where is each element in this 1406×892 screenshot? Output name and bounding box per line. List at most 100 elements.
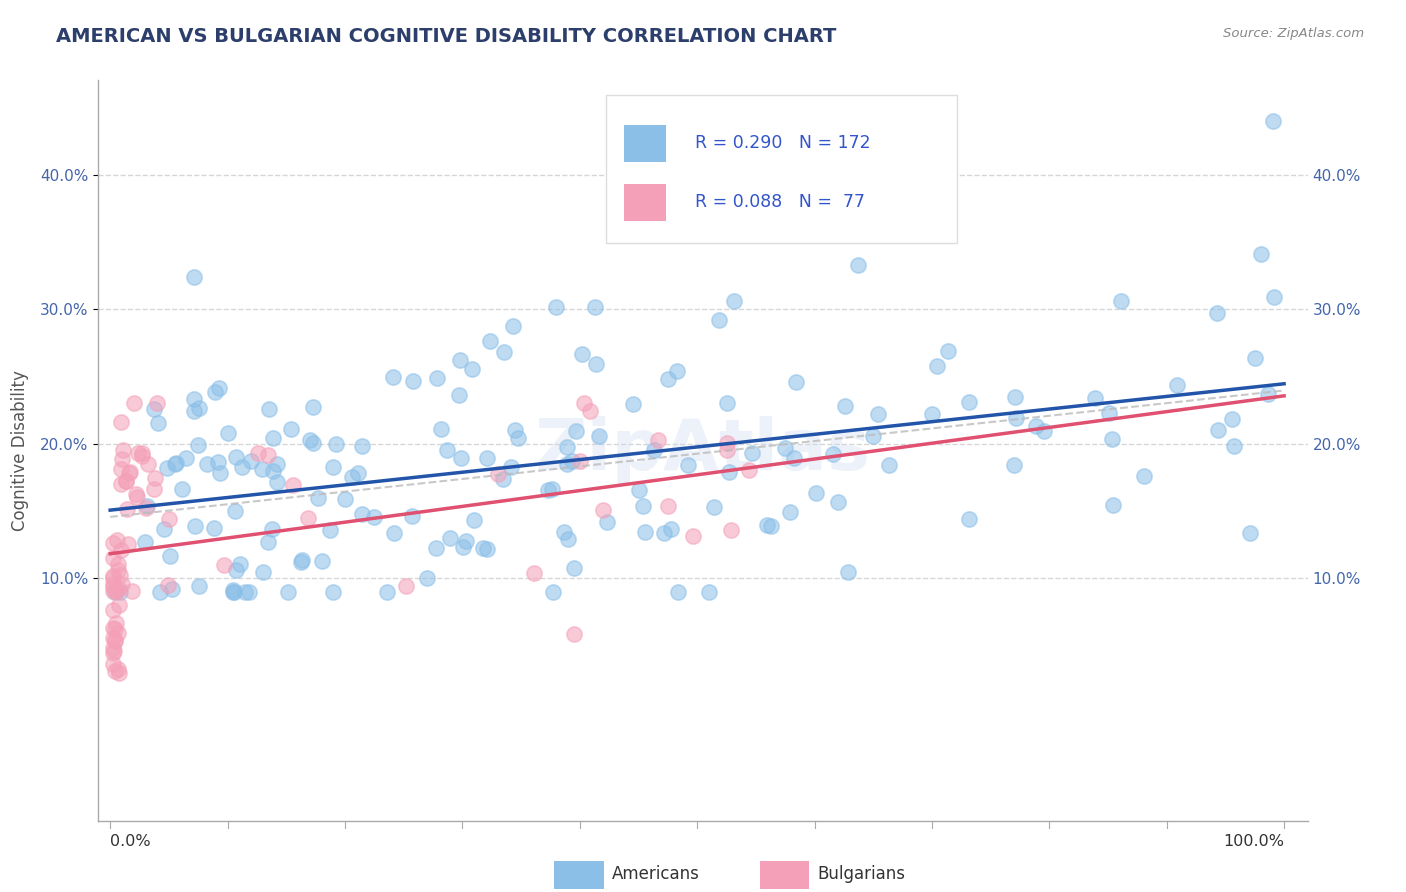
- Bulgarians: [108, 582, 131, 596]
- Americans: [631, 499, 654, 513]
- Americans: [846, 258, 869, 272]
- Americans: [165, 458, 187, 472]
- Americans: [135, 499, 157, 513]
- Americans: [553, 524, 575, 539]
- Americans: [430, 421, 453, 435]
- Bulgarians: [131, 450, 153, 464]
- Americans: [335, 492, 357, 507]
- Americans: [621, 397, 644, 411]
- Americans: [643, 443, 665, 458]
- Americans: [426, 370, 449, 384]
- Bulgarians: [104, 632, 127, 647]
- Americans: [544, 300, 567, 314]
- Americans: [1025, 418, 1047, 433]
- Americans: [562, 560, 585, 574]
- Americans: [821, 447, 844, 461]
- Bulgarians: [101, 646, 124, 660]
- Americans: [862, 428, 884, 442]
- Bulgarians: [247, 445, 270, 459]
- Bulgarians: [111, 452, 134, 467]
- Americans: [416, 571, 439, 585]
- Bulgarians: [115, 474, 138, 488]
- Bulgarians: [107, 662, 129, 676]
- Americans: [555, 458, 578, 472]
- Bulgarians: [212, 558, 235, 572]
- Bulgarians: [105, 584, 128, 599]
- Americans: [208, 381, 231, 395]
- Bulgarians: [110, 477, 132, 491]
- Americans: [347, 466, 370, 480]
- Bulgarians: [121, 584, 143, 599]
- Bulgarians: [138, 457, 160, 471]
- Bulgarians: [101, 571, 124, 585]
- Americans: [1205, 306, 1227, 320]
- Americans: [450, 450, 472, 465]
- Bulgarians: [108, 666, 131, 681]
- Americans: [425, 541, 447, 555]
- Americans: [352, 508, 374, 522]
- Americans: [159, 549, 181, 564]
- Bulgarians: [157, 511, 180, 525]
- Bulgarians: [101, 577, 124, 591]
- Americans: [1243, 351, 1265, 365]
- Bulgarians: [135, 501, 157, 516]
- Text: AMERICAN VS BULGARIAN COGNITIVE DISABILITY CORRELATION CHART: AMERICAN VS BULGARIAN COGNITIVE DISABILI…: [56, 27, 837, 45]
- Americans: [204, 384, 226, 399]
- Americans: [401, 508, 423, 523]
- Americans: [1239, 526, 1261, 541]
- Americans: [307, 491, 329, 505]
- Americans: [723, 293, 745, 308]
- Bulgarians: [523, 566, 546, 580]
- Americans: [143, 401, 166, 416]
- FancyBboxPatch shape: [759, 861, 810, 889]
- Americans: [837, 565, 859, 579]
- Americans: [454, 533, 477, 548]
- Bulgarians: [127, 446, 149, 460]
- Bulgarians: [486, 467, 509, 481]
- Americans: [195, 457, 218, 471]
- Bulgarians: [104, 664, 127, 678]
- Americans: [921, 408, 943, 422]
- Americans: [657, 372, 679, 386]
- Bulgarians: [101, 631, 124, 645]
- Americans: [709, 313, 731, 327]
- Americans: [541, 482, 564, 496]
- Americans: [224, 504, 246, 518]
- Bulgarians: [716, 443, 738, 458]
- Bulgarians: [107, 626, 129, 640]
- Americans: [595, 516, 617, 530]
- Americans: [565, 424, 588, 438]
- Bulgarians: [738, 463, 761, 477]
- Americans: [502, 318, 524, 333]
- Americans: [665, 364, 688, 378]
- Americans: [1250, 247, 1272, 261]
- Bulgarians: [101, 602, 124, 616]
- Americans: [449, 352, 471, 367]
- Text: R = 0.290   N = 172: R = 0.290 N = 172: [695, 134, 870, 153]
- Americans: [352, 439, 374, 453]
- Americans: [492, 472, 515, 486]
- Americans: [503, 423, 526, 437]
- Bulgarians: [110, 416, 132, 430]
- Americans: [160, 582, 183, 596]
- Americans: [381, 369, 404, 384]
- Americans: [146, 416, 169, 430]
- Americans: [363, 510, 385, 524]
- Americans: [936, 343, 959, 358]
- Bulgarians: [101, 657, 124, 671]
- Americans: [277, 584, 299, 599]
- Americans: [925, 359, 948, 373]
- Americans: [834, 400, 856, 414]
- Americans: [322, 584, 344, 599]
- Americans: [957, 395, 980, 409]
- Americans: [676, 458, 699, 472]
- Americans: [775, 442, 797, 456]
- Bulgarians: [569, 454, 592, 468]
- Americans: [588, 429, 610, 443]
- FancyBboxPatch shape: [624, 125, 665, 161]
- Americans: [1005, 410, 1028, 425]
- Bulgarians: [103, 644, 125, 658]
- Americans: [222, 584, 245, 599]
- Bulgarians: [104, 615, 127, 630]
- Y-axis label: Cognitive Disability: Cognitive Disability: [11, 370, 30, 531]
